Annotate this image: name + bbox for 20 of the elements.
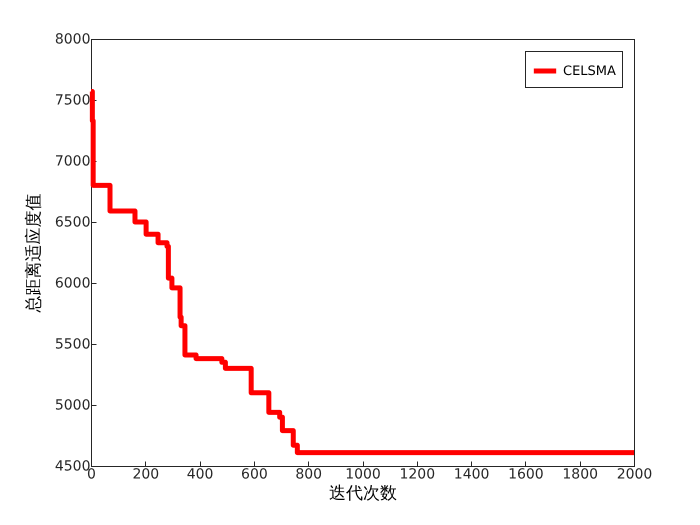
x-tick-label: 400 — [186, 466, 214, 482]
x-tick-label: 1800 — [562, 466, 598, 482]
x-axis-title: 迭代次数 — [329, 484, 397, 504]
y-axis-title: 总距离适应度值 — [24, 194, 44, 314]
x-tick-label: 800 — [295, 466, 322, 482]
y-tick-label: 6500 — [54, 214, 90, 230]
x-tick-label: 1400 — [454, 466, 490, 482]
y-tick-label: 5500 — [54, 336, 90, 352]
x-tick-label: 2000 — [616, 466, 652, 482]
y-tick-label: 5000 — [54, 398, 90, 414]
x-tick-label: 600 — [241, 466, 268, 482]
legend-label: CELSMA — [563, 64, 616, 79]
x-tick-label: 1200 — [399, 466, 436, 482]
y-tick-label: 8000 — [54, 32, 90, 48]
y-tick-label: 6000 — [54, 276, 90, 292]
y-tick-label: 7500 — [54, 92, 90, 108]
x-tick-label: 1000 — [345, 466, 381, 482]
y-tick-label: 7000 — [54, 154, 90, 170]
x-tick-label: 200 — [132, 466, 160, 482]
x-tick-label: 1600 — [508, 466, 544, 482]
